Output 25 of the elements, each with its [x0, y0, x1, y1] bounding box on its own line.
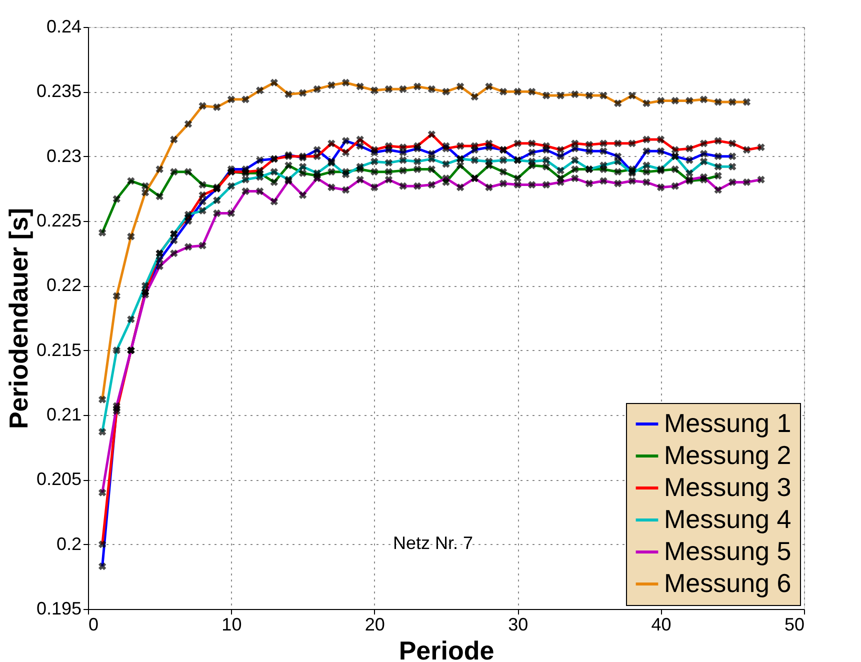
x-tick-label: 10 [222, 614, 242, 634]
x-tick-label: 0 [88, 614, 99, 634]
y-tick-label: 0.21 [46, 404, 82, 424]
legend-label: Messung 5 [664, 536, 792, 566]
legend-label: Messung 2 [664, 440, 792, 470]
y-tick-label: 0.2 [56, 534, 82, 554]
x-tick-label: 20 [364, 614, 385, 634]
y-tick-label: 0.22 [46, 275, 82, 296]
legend-label: Messung 3 [664, 472, 792, 502]
legend-label: Messung 1 [664, 408, 792, 438]
x-tick-label: 50 [784, 614, 804, 634]
legend-label: Messung 6 [664, 568, 792, 598]
y-tick-label: 0.23 [46, 146, 82, 166]
x-axis-title: Periode [398, 636, 494, 662]
y-tick-label: 0.225 [36, 210, 82, 230]
y-tick-label: 0.195 [36, 598, 82, 618]
y-tick-label: 0.235 [36, 81, 82, 102]
x-tick-label: 40 [651, 614, 672, 634]
legend-label: Messung 4 [664, 504, 792, 534]
y-tick-label: 0.215 [36, 340, 82, 360]
annotation: Netz Nr. 7 [392, 533, 474, 553]
x-tick-label: 30 [508, 614, 528, 634]
y-tick-label: 0.205 [36, 469, 82, 490]
y-tick-label: 0.24 [46, 16, 82, 36]
y-axis-title: Periodendauer [s] [3, 208, 34, 430]
